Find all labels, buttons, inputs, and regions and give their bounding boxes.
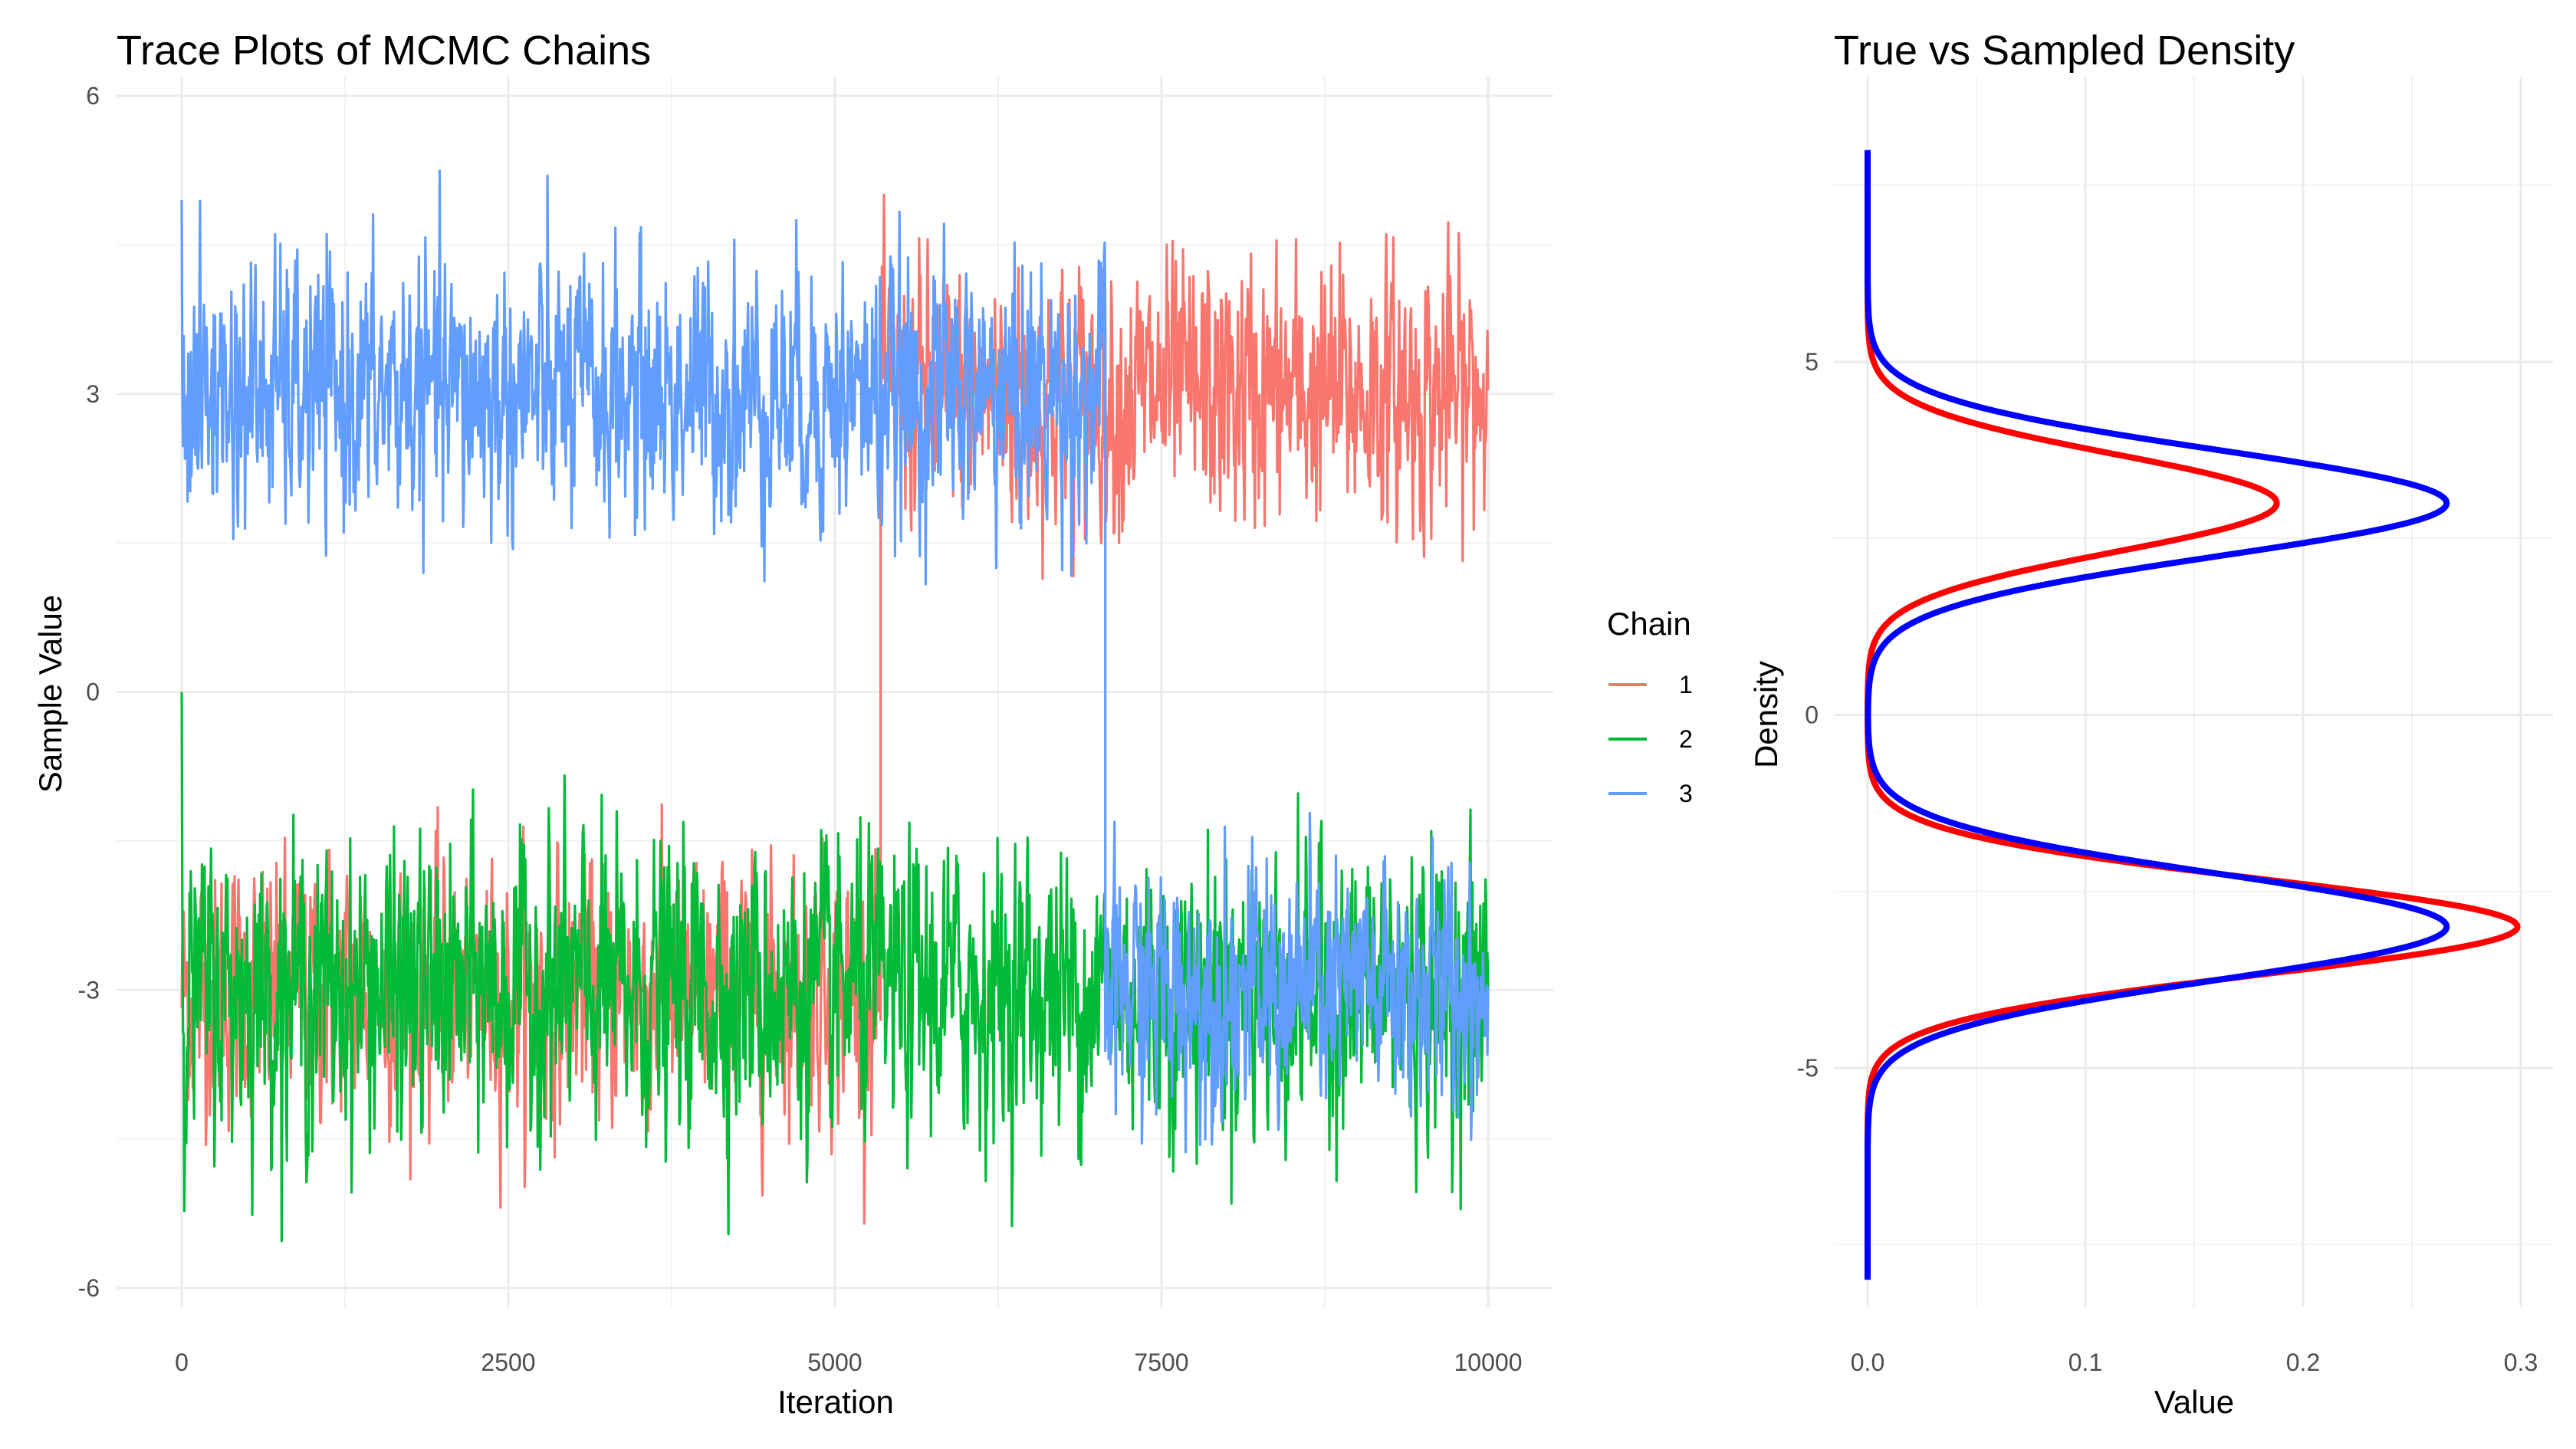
trace-x-tick-labels: 0 2500 5000 7500 10000	[175, 1349, 1522, 1376]
density-lines	[1865, 149, 2521, 1281]
density-x-tick-labels: 0.0 0.1 0.2 0.3	[1851, 1349, 2538, 1376]
trace-x-tick-label: 10000	[1454, 1349, 1523, 1376]
legend-label-chain-1: 1	[1679, 671, 1693, 698]
trace-y-tick-label: -6	[78, 1274, 100, 1302]
density-plot-title: True vs Sampled Density	[1834, 28, 2295, 74]
chain-legend: Chain 1 2 3	[1607, 606, 1693, 807]
trace-lines	[180, 169, 1490, 1243]
density-y-tick-label: -5	[1797, 1054, 1819, 1082]
trace-x-axis-label: Iteration	[777, 1384, 894, 1420]
density-x-tick-label: 0.3	[2504, 1349, 2538, 1376]
density-y-tick-labels: -5 0 5	[1797, 348, 1819, 1082]
trace-y-tick-labels: -6 -3 0 3 6	[78, 82, 100, 1302]
trace-x-tick-label: 2500	[481, 1349, 535, 1376]
density-x-tick-label: 0.2	[2286, 1349, 2320, 1376]
trace-x-tick-label: 5000	[807, 1349, 862, 1376]
trace-y-axis-label: Sample Value	[32, 595, 68, 793]
legend-label-chain-3: 3	[1679, 780, 1693, 807]
density-x-tick-label: 0.1	[2068, 1349, 2102, 1376]
density-x-tick-label: 0.0	[1851, 1349, 1884, 1376]
legend-label-chain-2: 2	[1679, 725, 1693, 753]
trace-plot-title: Trace Plots of MCMC Chains	[117, 28, 651, 74]
sampled-density-curve	[1865, 247, 2521, 1211]
density-y-axis-label: Density	[1748, 661, 1784, 768]
legend-title: Chain	[1607, 606, 1691, 642]
trace-y-tick-label: 6	[86, 82, 100, 110]
density-y-tick-label: 5	[1805, 348, 1819, 376]
trace-y-tick-label: 0	[86, 678, 100, 706]
trace-x-tick-label: 7500	[1134, 1349, 1188, 1376]
trace-y-tick-label: 3	[86, 380, 100, 408]
density-y-tick-label: 0	[1805, 702, 1819, 729]
true-density-curve	[1865, 149, 2450, 1281]
trace-x-tick-label: 0	[175, 1349, 189, 1376]
trace-y-tick-label: -3	[78, 976, 100, 1004]
density-grid	[1834, 77, 2553, 1307]
chain-3-trace	[180, 169, 1490, 1154]
density-x-axis-label: Value	[2154, 1384, 2234, 1420]
